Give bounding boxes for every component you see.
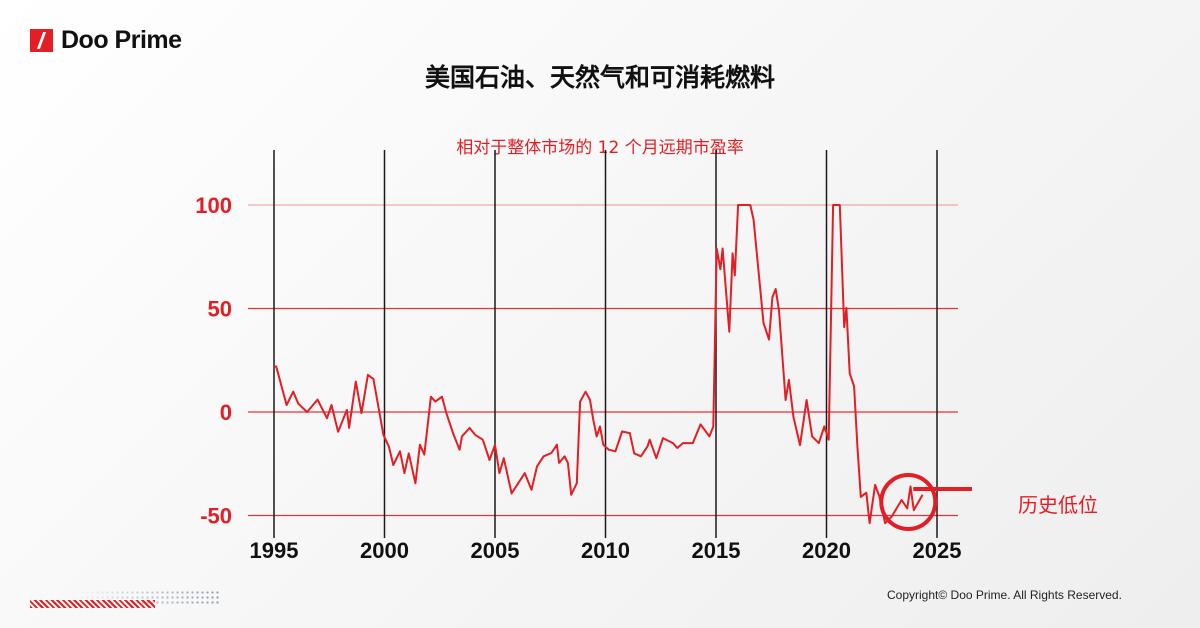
series-line <box>274 204 924 525</box>
chart-subtitle: 相对于整体市场的 12 个月远期市盈率 <box>456 138 744 158</box>
x-tick-label: 2020 <box>802 538 851 563</box>
y-tick-label: -50 <box>200 504 232 529</box>
x-tick-label: 2005 <box>471 538 520 563</box>
y-tick-label: 100 <box>195 193 232 218</box>
x-tick-label: 2010 <box>581 538 630 563</box>
y-tick-label: 50 <box>208 297 232 322</box>
x-tick-label: 2015 <box>692 538 741 563</box>
logo-icon <box>30 29 53 52</box>
y-tick-label: 0 <box>220 400 232 425</box>
annotation-circle <box>879 472 938 531</box>
doo-prime-logo: Doo Prime <box>30 26 182 55</box>
annotation-label: 历史低位 <box>1018 493 1098 517</box>
x-tick-label: 1995 <box>250 538 299 563</box>
copyright: Copyright© Doo Prime. All Rights Reserve… <box>887 588 1122 602</box>
decorative-stripes <box>30 600 155 608</box>
brand-name: Doo Prime <box>61 26 182 54</box>
x-tick-label: 2000 <box>360 538 409 563</box>
x-tick-label: 2025 <box>913 538 962 563</box>
chart-title: 美国石油、天然气和可消耗燃料 <box>424 63 775 92</box>
